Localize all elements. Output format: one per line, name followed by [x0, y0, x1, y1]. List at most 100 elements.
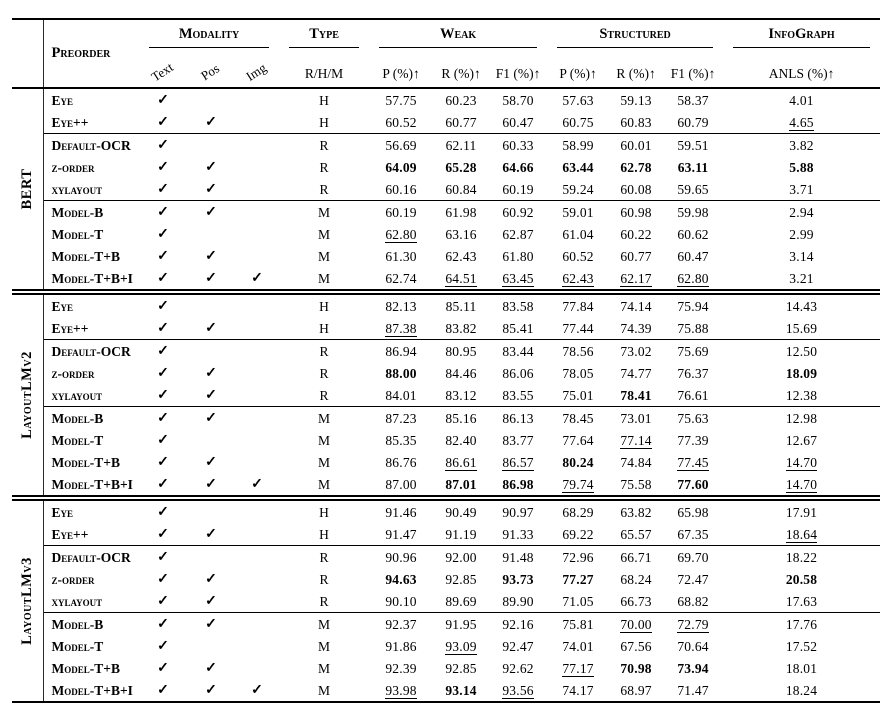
value-cell: 60.16	[369, 178, 433, 201]
value-text: 68.97	[620, 682, 652, 698]
value-cell: 70.98	[609, 657, 663, 679]
check-icon-pos: ✓	[205, 527, 217, 542]
value-text: 73.94	[677, 660, 709, 676]
value-text: 70.98	[620, 660, 652, 676]
value-cell: 76.37	[663, 362, 723, 384]
type-cell: R	[319, 365, 329, 381]
value-text: 77.44	[562, 320, 594, 336]
value-cell: 77.39	[663, 429, 723, 451]
row-label: Model-B	[43, 612, 139, 635]
type-cell: M	[318, 270, 331, 286]
check-icon-text: ✓	[157, 299, 169, 314]
type-cell: H	[319, 526, 329, 542]
value-text: 83.82	[445, 320, 477, 336]
modality-cell: ✓	[187, 473, 235, 496]
modality-cell: ✓	[139, 223, 187, 245]
modality-cell: ✓	[139, 635, 187, 657]
value-cell: 62.80	[663, 267, 723, 290]
value-cell: 89.69	[433, 590, 489, 613]
row-label: Model-B	[43, 406, 139, 429]
value-text: 92.39	[385, 660, 417, 676]
value-text: 60.19	[502, 181, 534, 197]
value-cell: 60.92	[489, 200, 548, 223]
check-icon-text: ✓	[157, 433, 169, 448]
value-cell: 69.70	[663, 545, 724, 568]
value-text: 93.14	[445, 682, 477, 698]
value-cell: 73.01	[609, 406, 664, 429]
value-cell: 61.80	[489, 245, 547, 267]
table-row: Eye++ ✓ ✓ H 91.47 91.19 91.33 69.22 65.57 67.35 18…	[12, 523, 880, 546]
check-icon-text: ✓	[157, 271, 169, 286]
modality-cell: ✓	[187, 111, 235, 134]
value-cell: 15.69	[723, 317, 880, 340]
value-cell: 63.82	[609, 500, 663, 523]
value-text: 60.75	[562, 114, 594, 130]
value-text: 3.21	[789, 270, 814, 286]
table-row: BERT Eye ✓ H 57.75 60.23 58.70 57.63 59.13 58.37 4…	[12, 88, 880, 290]
value-cell: 92.47	[489, 635, 547, 657]
table-row: Model-B ✓ ✓ M 92.37 91.95 92.16 75.81 70.00 72.79…	[12, 612, 880, 635]
value-cell: 72.79	[663, 612, 724, 635]
col-header-weak-label: Weak	[379, 26, 538, 48]
value-cell: 17.63	[723, 590, 880, 613]
modality-cell	[235, 178, 279, 201]
value-text: 65.28	[445, 159, 477, 175]
value-cell: 60.47	[489, 111, 547, 134]
value-cell: 70.00	[609, 612, 664, 635]
modality-cell: ✓	[187, 679, 235, 702]
value-cell: 77.17	[547, 657, 609, 679]
modality-cell	[235, 384, 279, 407]
table-row: LayoutLMv3 Eye ✓ H 91.46 90.49 90.97 68.29 63.82…	[12, 500, 880, 702]
type-cell: M	[318, 476, 331, 492]
row-label: Eye	[51, 298, 74, 314]
value-text: 64.51	[445, 270, 477, 287]
value-text: 60.62	[677, 226, 709, 242]
value-cell: 58.37	[663, 88, 723, 111]
value-text: 56.69	[385, 137, 417, 153]
value-text: 17.76	[785, 616, 818, 632]
value-text: 58.70	[502, 92, 534, 108]
value-cell: 62.17	[609, 267, 663, 290]
modality-cell	[235, 635, 279, 657]
modality-cell	[187, 429, 235, 451]
value-text: 60.77	[620, 248, 652, 264]
value-cell: 60.01	[609, 133, 664, 156]
value-text: 73.02	[620, 343, 652, 359]
value-cell: 60.62	[663, 223, 723, 245]
modality-cell: ✓	[187, 317, 235, 340]
value-cell: 85.11	[433, 294, 489, 317]
value-text: 84.01	[385, 387, 417, 403]
value-text: 17.91	[785, 504, 818, 520]
value-text: 93.73	[502, 571, 534, 587]
value-text: 80.24	[562, 454, 594, 470]
check-icon-pos: ✓	[205, 249, 217, 264]
value-text: 76.61	[677, 387, 709, 403]
value-text: 74.39	[620, 320, 652, 336]
value-text: 85.41	[502, 320, 534, 336]
type-cell: R	[319, 593, 329, 609]
value-text: 92.16	[502, 616, 534, 632]
value-text: 64.09	[385, 159, 417, 175]
type-cell: M	[318, 682, 331, 698]
value-cell: 91.48	[489, 545, 548, 568]
value-cell: 86.98	[489, 473, 547, 496]
modality-cell	[235, 523, 279, 546]
modality-cell	[235, 612, 280, 635]
modality-cell: ✓	[139, 339, 187, 362]
check-icon-pos: ✓	[205, 661, 217, 676]
value-cell: 77.60	[663, 473, 723, 496]
value-text: 85.11	[445, 298, 477, 314]
value-cell: 85.41	[489, 317, 547, 340]
header-corner-cell	[12, 19, 43, 88]
value-cell: 91.47	[369, 523, 433, 546]
value-text: 60.92	[502, 204, 534, 220]
group-divider-cell	[12, 495, 880, 501]
value-text: 58.99	[562, 137, 594, 153]
value-text: 75.01	[562, 387, 594, 403]
modality-cell	[235, 339, 280, 362]
row-label: Model-T+B	[51, 660, 120, 676]
value-text: 77.39	[677, 432, 709, 448]
row-label: Eye++	[51, 320, 89, 336]
value-cell: 62.78	[609, 156, 663, 178]
